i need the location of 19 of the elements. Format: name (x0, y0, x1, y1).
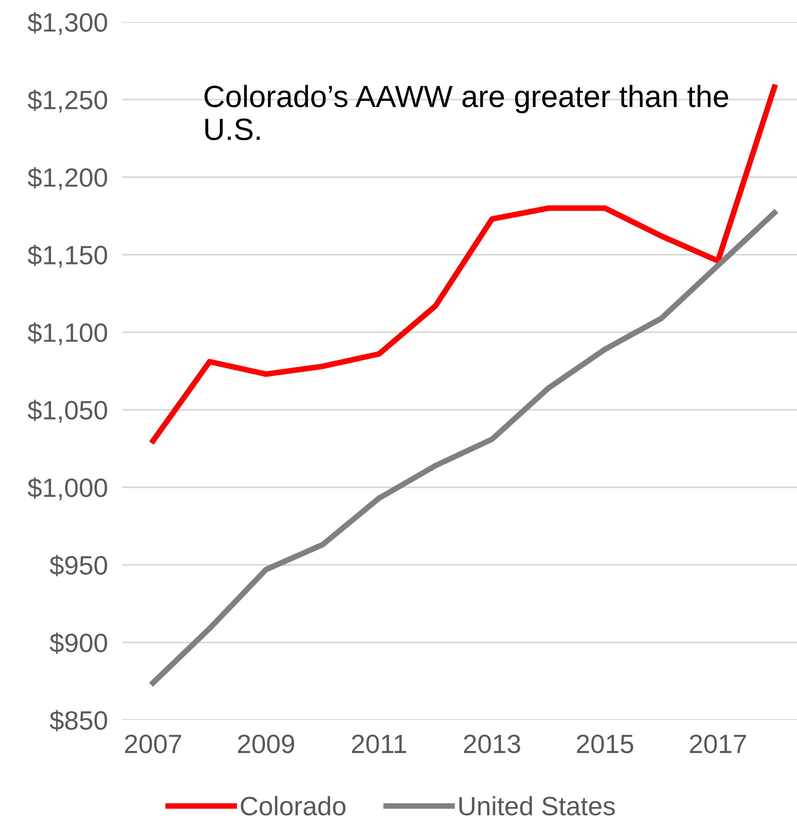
y-tick-label: $1,250 (28, 90, 108, 112)
legend-label: United States (459, 796, 615, 816)
y-tick-label: $1,000 (28, 477, 108, 500)
annotation: Colorado’s AAWW are greater than the U.S. (204, 84, 728, 140)
x-tick-label: 2013 (464, 734, 520, 754)
y-tick-label: $1,100 (28, 322, 108, 346)
y-tick-label: $850 (50, 710, 108, 732)
x-tick-label: 2009 (238, 734, 294, 754)
y-tick-label: $1,150 (28, 244, 108, 268)
y-tick-label: $950 (50, 554, 108, 576)
y-tick-label: $900 (50, 632, 108, 654)
x-tick-label: 2007 (125, 734, 182, 754)
y-tick-label: $1,200 (28, 167, 108, 190)
legend-label: Colorado (240, 796, 346, 816)
x-tick-label: 2015 (576, 734, 634, 754)
x-tick-label: 2011 (352, 734, 406, 754)
y-tick-label: $1,300 (28, 12, 108, 35)
x-tick-label: 2017 (690, 734, 746, 754)
y-tick-label: $1,050 (28, 400, 108, 423)
